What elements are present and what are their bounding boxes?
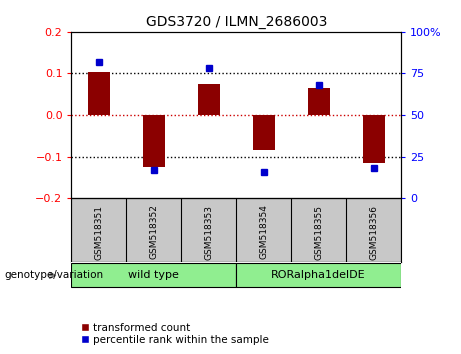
Text: wild type: wild type (129, 270, 179, 280)
Bar (236, 263, 401, 287)
Text: GSM518352: GSM518352 (149, 205, 159, 259)
Bar (143, 115, 165, 167)
Text: GSM518354: GSM518354 (259, 205, 268, 259)
Bar (253, 115, 275, 150)
Text: GSM518353: GSM518353 (204, 205, 213, 259)
Bar (307, 88, 330, 115)
Bar (71, 263, 236, 287)
Text: GSM518355: GSM518355 (314, 205, 323, 259)
Bar (198, 84, 220, 115)
Bar (363, 115, 384, 163)
Text: RORalpha1delDE: RORalpha1delDE (272, 270, 366, 280)
Bar (88, 72, 110, 115)
Legend: transformed count, percentile rank within the sample: transformed count, percentile rank withi… (77, 318, 273, 349)
Text: GSM518351: GSM518351 (95, 205, 103, 259)
Text: GSM518356: GSM518356 (369, 205, 378, 259)
Text: genotype/variation: genotype/variation (5, 270, 104, 280)
Title: GDS3720 / ILMN_2686003: GDS3720 / ILMN_2686003 (146, 16, 327, 29)
